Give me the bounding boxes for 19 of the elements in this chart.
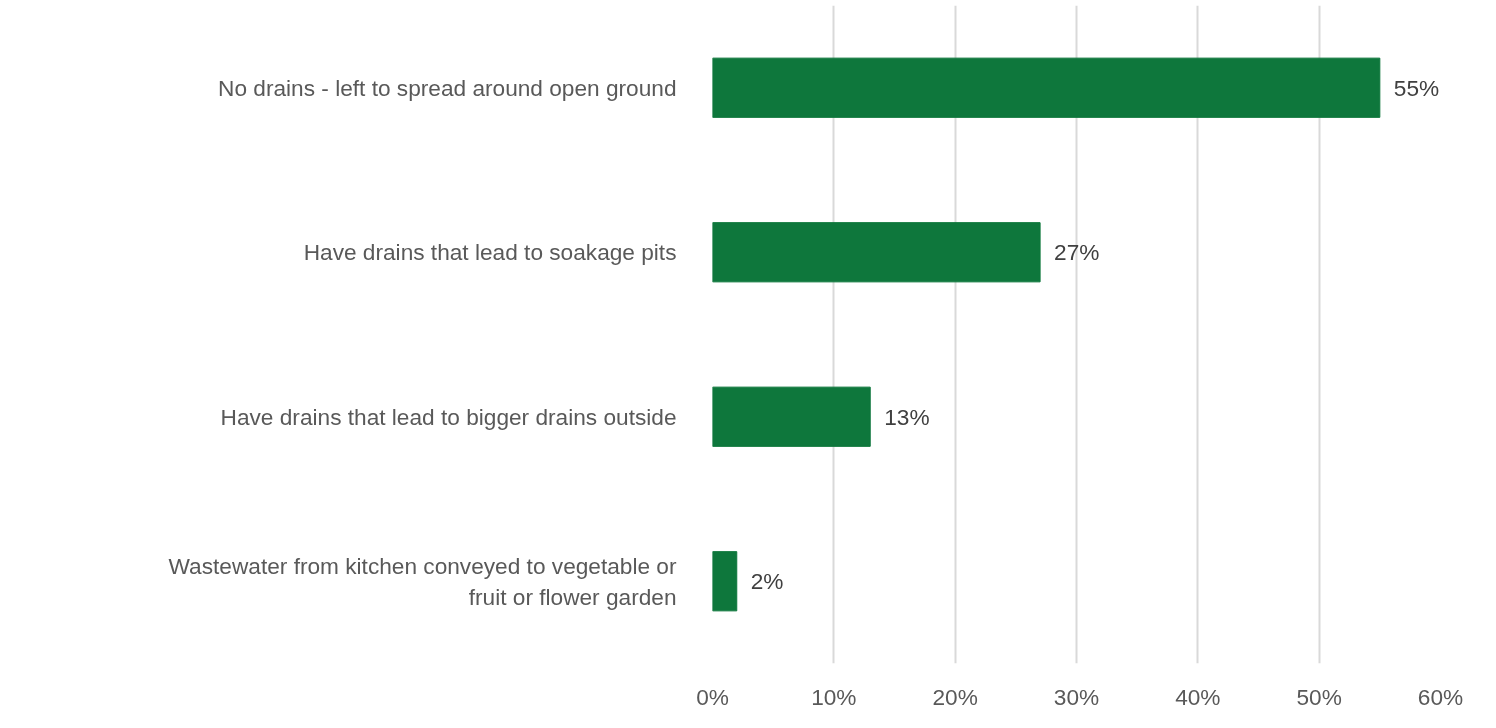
x-tick-label: 0%: [696, 683, 729, 710]
x-tick-label: 50%: [1296, 683, 1342, 710]
x-tick-label: 30%: [1053, 683, 1100, 710]
bar: [712, 386, 871, 447]
data-label: 2%: [750, 568, 784, 595]
y-tick-label: Wastewater from kitchen conveyed to vegetable or fruit or flower garden: [168, 552, 677, 610]
x-tick-label: 20%: [932, 683, 978, 710]
bar: [712, 551, 738, 612]
y-tick-label: Have drains that lead to soakage pits: [303, 239, 677, 266]
x-tick-label: 40%: [1175, 683, 1221, 710]
data-label: 27%: [1054, 239, 1100, 266]
data-label: 55%: [1393, 74, 1440, 101]
x-tick-label: 10%: [811, 683, 857, 710]
y-tick-label: Have drains that lead to bigger drains outside: [220, 403, 677, 430]
bar: [712, 222, 1041, 283]
data-label: 13%: [884, 403, 930, 430]
bar: [712, 57, 1381, 118]
x-tick-label: 60%: [1417, 683, 1464, 710]
y-tick-label: No drains - left to spread around open ground: [218, 74, 677, 101]
